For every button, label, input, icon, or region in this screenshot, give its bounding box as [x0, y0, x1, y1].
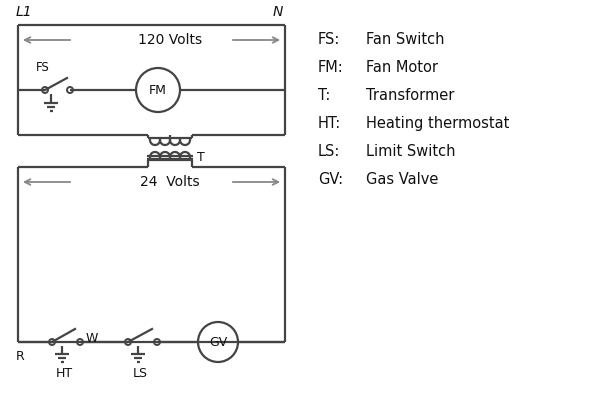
- Text: GV:: GV:: [318, 172, 343, 187]
- Text: 24  Volts: 24 Volts: [140, 175, 200, 189]
- Text: Transformer: Transformer: [366, 88, 454, 103]
- Text: 120 Volts: 120 Volts: [138, 33, 202, 47]
- Text: W: W: [86, 332, 99, 344]
- Text: Fan Switch: Fan Switch: [366, 32, 444, 47]
- Text: HT: HT: [55, 367, 73, 380]
- Text: GV: GV: [209, 336, 227, 348]
- Text: HT:: HT:: [318, 116, 341, 131]
- Text: L1: L1: [16, 5, 32, 19]
- Text: T: T: [197, 151, 205, 164]
- Text: Fan Motor: Fan Motor: [366, 60, 438, 75]
- Text: R: R: [15, 350, 24, 363]
- Text: N: N: [273, 5, 283, 19]
- Text: FM:: FM:: [318, 60, 344, 75]
- Text: LS: LS: [133, 367, 148, 380]
- Text: FM: FM: [149, 84, 167, 96]
- Text: T:: T:: [318, 88, 330, 103]
- Text: Limit Switch: Limit Switch: [366, 144, 455, 159]
- Text: Gas Valve: Gas Valve: [366, 172, 438, 187]
- Text: FS: FS: [36, 61, 50, 74]
- Text: LS:: LS:: [318, 144, 340, 159]
- Text: Heating thermostat: Heating thermostat: [366, 116, 509, 131]
- Text: FS:: FS:: [318, 32, 340, 47]
